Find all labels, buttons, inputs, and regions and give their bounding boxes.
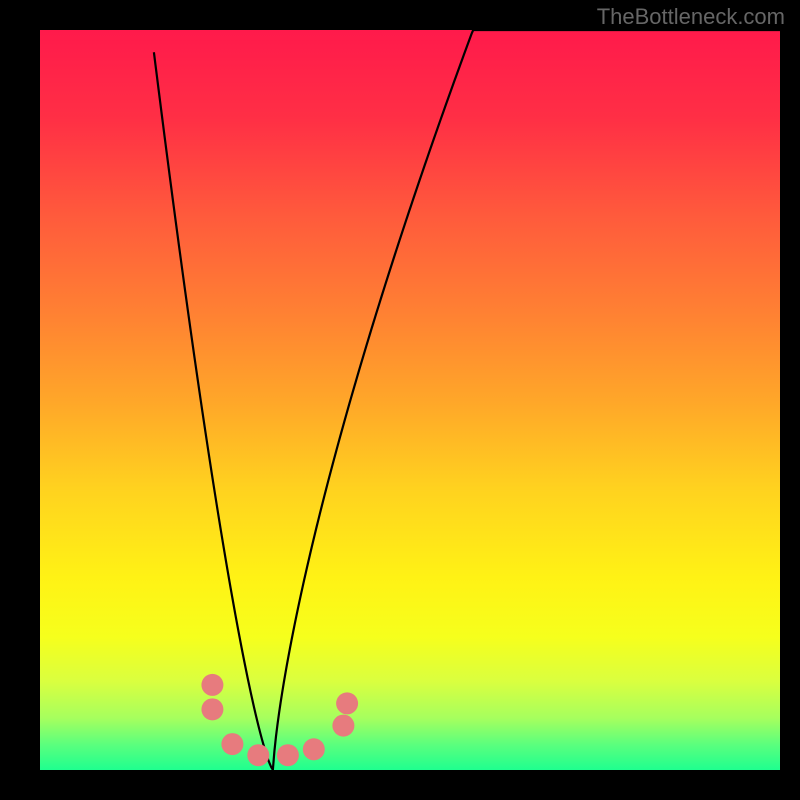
curve-marker [247, 744, 269, 766]
watermark-text: TheBottleneck.com [597, 4, 785, 29]
curve-marker [277, 744, 299, 766]
curve-marker [201, 698, 223, 720]
curve-marker [201, 674, 223, 696]
bottleneck-chart: TheBottleneck.com [0, 0, 800, 800]
curve-marker [336, 692, 358, 714]
curve-marker [303, 738, 325, 760]
curve-marker [332, 715, 354, 737]
chart-plot-area [40, 30, 780, 770]
curve-marker [221, 733, 243, 755]
